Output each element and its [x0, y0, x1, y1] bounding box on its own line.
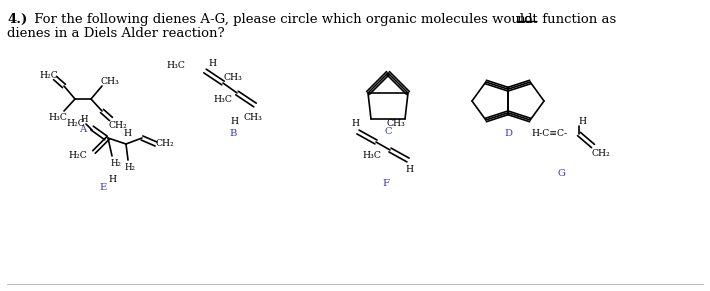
- Text: H₃C: H₃C: [166, 61, 185, 70]
- Text: For the following dienes A-G, please circle which organic molecules would: For the following dienes A-G, please cir…: [30, 13, 537, 26]
- Text: H: H: [406, 166, 414, 175]
- Text: D: D: [504, 129, 512, 138]
- Text: H: H: [209, 58, 217, 68]
- Text: H₃C: H₃C: [214, 95, 232, 104]
- Text: H₂C: H₂C: [40, 70, 58, 79]
- Text: H: H: [579, 118, 587, 127]
- Text: A: A: [80, 125, 87, 134]
- Text: 4.): 4.): [7, 13, 27, 26]
- Text: H: H: [231, 116, 239, 125]
- Text: H: H: [80, 116, 88, 125]
- Text: E: E: [99, 184, 106, 193]
- Text: H₃C: H₃C: [363, 152, 381, 161]
- Text: CH₂: CH₂: [155, 139, 175, 148]
- Text: H: H: [124, 129, 132, 139]
- Text: CH₃: CH₃: [224, 74, 242, 83]
- Text: H₂: H₂: [124, 164, 136, 173]
- Text: not: not: [517, 13, 539, 26]
- Text: CH₃: CH₃: [386, 120, 405, 129]
- Text: H₃C: H₃C: [48, 113, 67, 122]
- Text: CH₂: CH₂: [591, 150, 611, 159]
- Text: H₂: H₂: [111, 159, 121, 168]
- Text: H: H: [109, 175, 117, 184]
- Text: CH₃: CH₃: [101, 77, 119, 86]
- Text: B: B: [229, 129, 236, 138]
- Text: G: G: [557, 169, 565, 178]
- Text: function as: function as: [538, 13, 616, 26]
- Text: C: C: [384, 127, 392, 136]
- Text: F: F: [383, 180, 390, 189]
- Text: CH₂: CH₂: [109, 120, 127, 129]
- Text: dienes in a Diels Alder reaction?: dienes in a Diels Alder reaction?: [7, 27, 224, 40]
- Text: H₂C: H₂C: [67, 120, 85, 129]
- Text: CH₃: CH₃: [244, 113, 263, 122]
- Text: H-C≡C-: H-C≡C-: [531, 129, 567, 139]
- Text: H: H: [352, 120, 360, 129]
- Text: H₂C: H₂C: [69, 152, 87, 161]
